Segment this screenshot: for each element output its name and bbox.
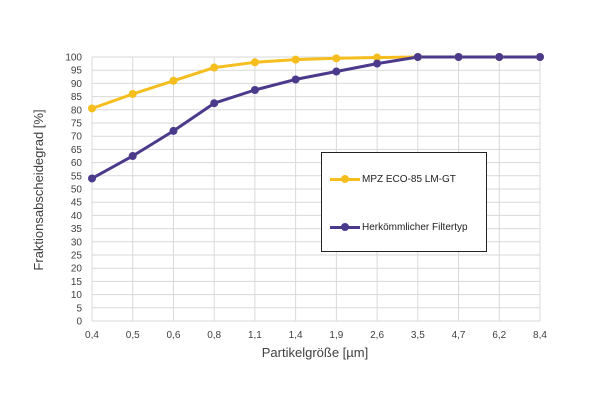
y-tick-label: 85 <box>71 92 83 103</box>
x-tick-label: 1,1 <box>248 330 262 341</box>
series-2-point <box>454 53 463 61</box>
y-tick-label: 60 <box>71 158 83 169</box>
series-2-point <box>128 152 137 160</box>
series-2-point <box>210 99 219 108</box>
axes: 0 5 10 15 20 25 30 35 40 45 50 55 60 65 70 75 80 85 90 95 10… <box>65 53 547 342</box>
y-tick-label: 65 <box>71 145 83 156</box>
x-tick-label: 1,9 <box>329 330 343 341</box>
series-1-point <box>128 89 137 98</box>
x-tick-label: 1,4 <box>289 330 303 341</box>
series-1-line <box>91 55 540 110</box>
y-tick-label: 20 <box>71 264 83 275</box>
x-tick-label: 6,2 <box>492 330 506 341</box>
y-tick-label: 30 <box>71 237 83 248</box>
y-tick-label: 25 <box>71 251 83 262</box>
y-tick-label: 10 <box>71 290 83 301</box>
series-1-point <box>169 76 178 85</box>
y-tick-label: 0 <box>76 317 82 328</box>
y-tick-label: 100 <box>65 53 82 64</box>
series-1-point <box>88 104 96 113</box>
x-tick-label: 0,5 <box>126 330 140 341</box>
y-tick-label: 55 <box>71 171 83 182</box>
y-tick-label: 50 <box>71 185 83 196</box>
x-tick-label: 8,4 <box>533 330 547 341</box>
series-2-point <box>291 75 300 84</box>
y-tick-label: 40 <box>71 211 83 222</box>
legend-entry-series-1: MPZ ECO-85 LM-GT <box>330 172 456 186</box>
y-tick-label: 45 <box>71 198 83 209</box>
y-tick-label: 5 <box>76 303 82 314</box>
series-1-point <box>373 53 382 62</box>
y-tick-label: 15 <box>71 277 83 288</box>
series-2-point <box>536 53 544 61</box>
series-2-point <box>88 174 96 183</box>
legend-label-series-2: Herkömmlicher Filtertyp <box>362 221 468 233</box>
series-2-line <box>91 55 540 180</box>
legend-swatch-series-1 <box>330 172 360 186</box>
y-tick-label: 75 <box>71 119 83 130</box>
y-tick-label: 95 <box>71 66 83 77</box>
legend-swatch-series-2 <box>330 220 360 234</box>
x-tick-label: 4,7 <box>452 330 466 341</box>
y-tick-label: 90 <box>71 79 83 90</box>
series-2-point <box>373 59 382 68</box>
series-1-point <box>332 54 341 63</box>
x-tick-label: 0,6 <box>167 330 181 341</box>
y-tick-label: 70 <box>71 132 83 143</box>
series-2-point <box>413 53 422 61</box>
x-tick-label: 3,5 <box>411 330 425 341</box>
x-axis-label: Partikelgröße [µm] <box>262 345 368 360</box>
x-tick-label: 0,4 <box>85 330 99 341</box>
y-tick-label: 35 <box>71 224 83 235</box>
series-1-point <box>291 55 300 64</box>
x-tick-label: 2,6 <box>370 330 384 341</box>
y-tick-label: 80 <box>71 105 83 116</box>
legend: MPZ ECO-85 LM-GT Herkömmlicher Filtertyp <box>321 152 487 252</box>
series-layer <box>88 53 544 183</box>
series-1-point <box>250 58 259 67</box>
y-axis-label: Fraktionsabscheidegrad [%] <box>31 109 46 270</box>
series-2-point <box>169 126 178 135</box>
series-2-point <box>495 53 504 61</box>
legend-label-series-1: MPZ ECO-85 LM-GT <box>362 173 456 185</box>
grid <box>91 56 541 322</box>
legend-entry-series-2: Herkömmlicher Filtertyp <box>330 220 468 234</box>
series-2-point <box>332 67 341 76</box>
x-tick-label: 0,8 <box>207 330 221 341</box>
series-1-point <box>210 63 219 72</box>
series-2-point <box>250 86 259 94</box>
